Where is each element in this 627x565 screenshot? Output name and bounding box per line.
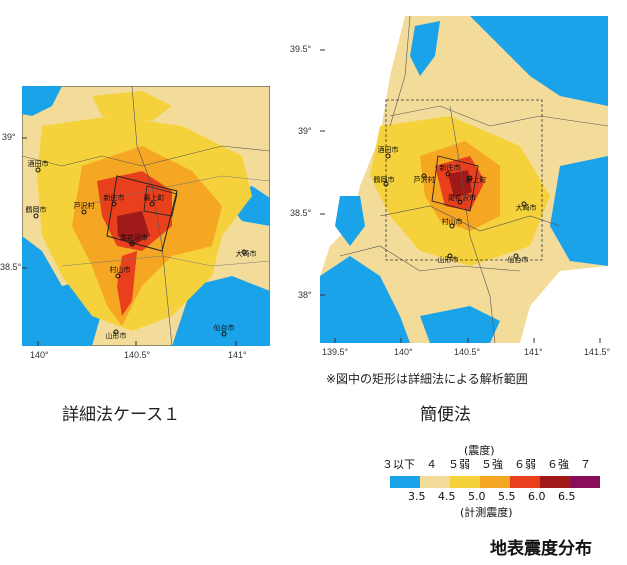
legend-colorbar: [390, 476, 600, 488]
right-lon-tick: 140°: [394, 347, 413, 357]
left-lon-tick: 140°: [30, 350, 49, 360]
legend-scale-tick: 4.5: [438, 490, 456, 503]
legend-scale-tick: 6.5: [558, 490, 576, 503]
intensity-legend: (震度) ３以下 ４ ５弱 ５強 ６弱 ６強 ７ 3.5 4.5 5.0 5.5…: [380, 442, 610, 532]
right-lat-tick: 39.5°: [290, 44, 312, 54]
right-lat-tick: 38°: [298, 290, 312, 300]
right-place-osaki: 大崎市: [515, 204, 537, 212]
left-place-yamagata: 山形市: [105, 332, 127, 340]
legend-measured-title: (計測震度): [460, 506, 513, 519]
left-place-murayama: 村山市: [109, 266, 131, 274]
right-lat-tick: 39°: [298, 126, 312, 136]
left-place-obanazawa: 尾花沢市: [120, 234, 148, 242]
right-place-tsuruoka: 鶴岡市: [373, 176, 395, 184]
legend-scale-tick: 5.0: [468, 490, 486, 503]
left-place-tsuruoka: 鶴岡市: [25, 206, 47, 214]
left-place-sendai: 仙台市: [213, 324, 235, 332]
figure-title: 地表震度分布: [490, 539, 592, 559]
colorbar-cell: [570, 476, 600, 488]
analysis-area-note: ※図中の矩形は詳細法による解析範囲: [326, 372, 528, 386]
right-place-murayama: 村山市: [441, 218, 463, 226]
colorbar-cell: [480, 476, 510, 488]
right-map-canvas: [320, 16, 608, 343]
left-map-canvas: [22, 86, 270, 346]
right-lon-tick: 141°: [524, 347, 543, 357]
right-place-shinjo: 新庄市: [439, 164, 461, 172]
right-place-yamagata: 山形市: [437, 256, 459, 264]
left-map-caption: 詳細法ケース１: [62, 405, 181, 425]
left-place-mogami: 最上町: [143, 194, 165, 202]
right-place-sakata: 酒田市: [377, 146, 399, 154]
left-lat-tick: 39°: [2, 132, 16, 142]
right-place-mogami: 最上町: [465, 176, 487, 184]
right-map-caption: 簡便法: [420, 405, 471, 425]
left-intensity-map: 酒田市 鶴岡市 芦沢村 新庄市 最上町 尾花沢市 村山市 大崎市 山形市 仙台市: [22, 86, 270, 346]
right-lat-tick: 38.5°: [290, 208, 312, 218]
left-lon-tick: 141°: [228, 350, 247, 360]
legend-scale-tick: 6.0: [528, 490, 546, 503]
left-place-ashizawa: 芦沢村: [73, 202, 95, 210]
right-place-sendai: 仙台市: [507, 256, 529, 264]
colorbar-cell: [450, 476, 480, 488]
legend-scale-tick: 5.5: [498, 490, 516, 503]
right-lon-tick: 140.5°: [454, 347, 481, 357]
left-lon-tick: 140.5°: [124, 350, 151, 360]
colorbar-cell: [540, 476, 570, 488]
right-intensity-map: 酒田市 鶴岡市 芦沢村 新庄市 最上町 尾花沢市 村山市 大崎市 山形市 仙台市: [320, 16, 608, 343]
left-place-shinjo: 新庄市: [103, 194, 125, 202]
left-lat-tick: 38.5°: [0, 262, 22, 272]
left-place-sakata: 酒田市: [27, 160, 49, 168]
right-place-ashizawa: 芦沢村: [413, 176, 435, 184]
right-lon-tick: 141.5°: [584, 347, 611, 357]
right-place-obanazawa: 尾花沢市: [448, 194, 476, 202]
colorbar-cell: [510, 476, 540, 488]
legend-intensity-labels: ３以下 ４ ５弱 ５強 ６弱 ６強 ７: [382, 458, 591, 471]
right-lon-tick: 139.5°: [322, 347, 349, 357]
colorbar-cell: [420, 476, 450, 488]
left-place-osaki: 大崎市: [235, 250, 257, 258]
legend-intensity-title: (震度): [464, 444, 495, 457]
colorbar-cell: [390, 476, 420, 488]
legend-scale-tick: 3.5: [408, 490, 426, 503]
